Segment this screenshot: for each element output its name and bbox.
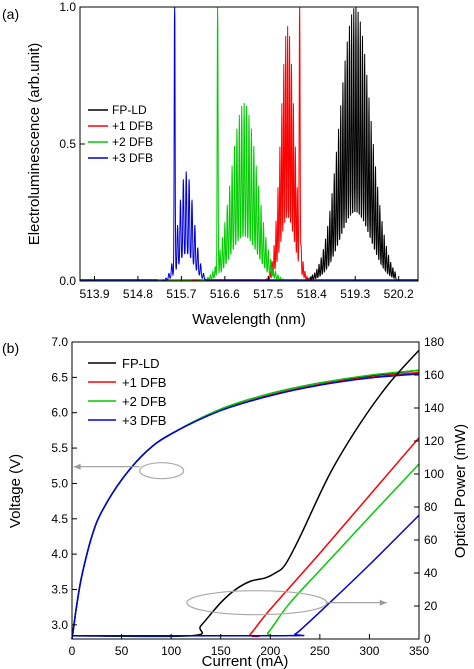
y-ticks: 0.0 0.5 1.0 <box>59 0 85 288</box>
x-tick-label: 250 <box>310 644 330 658</box>
x-tick-label: 518.4 <box>297 287 327 301</box>
annotation-ellipse <box>139 462 185 480</box>
y-tick-label: 3.5 <box>51 583 68 597</box>
x-ticks: 0 50 100 150 200 250 300 350 <box>69 634 429 658</box>
legend-entry: +2 DFB <box>112 135 153 149</box>
power-line <box>71 349 420 638</box>
panel-label: (a) <box>2 6 19 22</box>
x-tick-label: 519.3 <box>340 287 370 301</box>
y-axis-label: Electroluminescence (arb.unit) <box>26 43 43 246</box>
panel-b-liv-chart: (b) 0 50 100 150 200 250 300 350 3.03.54.04.55.… <box>2 335 469 669</box>
x-tick-label: 200 <box>260 644 280 658</box>
y-tick-label-right: 180 <box>424 335 444 349</box>
y-tick-label-right: 140 <box>424 401 444 415</box>
y-tick-label-right: 80 <box>424 500 438 514</box>
legend-entry: +1 DFB <box>122 375 166 390</box>
legend: FP-LD +1 DFB +2 DFB +3 DFB <box>88 103 153 165</box>
legend-entry: +3 DFB <box>112 151 153 165</box>
x-tick-label: 300 <box>359 644 379 658</box>
y-tick-label: 3.0 <box>51 618 68 632</box>
x-axis-label: Wavelength (nm) <box>192 311 306 328</box>
legend-entry: +2 DFB <box>122 394 166 409</box>
y-tick-label-right: 60 <box>424 533 438 547</box>
plot-frame <box>71 341 420 640</box>
legend-entry: FP-LD <box>122 356 160 371</box>
y-tick-label: 6.5 <box>51 370 68 384</box>
y-tick-label-right: 160 <box>424 368 444 382</box>
panel-label: (b) <box>2 340 19 356</box>
x-tick-label: 150 <box>211 644 231 658</box>
legend: FP-LD +1 DFB +2 DFB +3 DFB <box>88 356 166 428</box>
y-tick-label-right: 40 <box>424 566 438 580</box>
y-ticks-left: 3.0 3.5 4.0 4.5 5.0 5.5 6.0 6.5 7.0 <box>51 335 77 632</box>
y-tick-label-right: 20 <box>424 599 438 613</box>
arrow-head <box>73 463 81 470</box>
voltage-line <box>71 369 420 640</box>
y-tick-label-right: 120 <box>424 434 444 448</box>
y-tick-label: 7.0 <box>51 335 68 349</box>
y-tick-label: 4.0 <box>51 547 68 561</box>
series-lines <box>80 6 418 282</box>
y-tick-label-right: 0 <box>424 632 431 646</box>
voltage-line <box>71 369 420 640</box>
x-tick-label: 350 <box>409 644 429 658</box>
x-tick-label: 100 <box>161 644 181 658</box>
legend-entry: +1 DFB <box>112 119 153 133</box>
legend-entry: +3 DFB <box>122 413 166 428</box>
y-axis-label-left: Voltage (V) <box>7 454 24 528</box>
x-tick-label: 514.8 <box>123 287 153 301</box>
y-tick-label: 5.5 <box>51 441 68 455</box>
power-line <box>71 514 420 637</box>
y-tick-label: 0.0 <box>59 274 76 288</box>
power-line <box>71 463 420 637</box>
y-tick-label: 5.0 <box>51 476 68 490</box>
y-tick-label: 6.0 <box>51 406 68 420</box>
series-line <box>80 6 418 282</box>
y-axis-label-right: Optical Power (mW) <box>452 424 469 558</box>
power-line <box>71 437 420 638</box>
x-tick-label: 517.5 <box>253 287 283 301</box>
x-tick-label: 516.6 <box>210 287 240 301</box>
y-ticks-right: 0 20 40 60 80 100 120 140 160 180 <box>414 335 444 646</box>
x-tick-label: 50 <box>115 644 129 658</box>
x-tick-label: 0 <box>69 644 76 658</box>
x-ticks: 513.9 514.8 515.7 516.6 517.5 518.4 519.3 520.2 <box>79 276 414 301</box>
annotations <box>73 462 387 616</box>
x-tick-label: 520.2 <box>384 287 414 301</box>
panel-a-spectrum-chart: (a) 513.9 514.8 515.7 516.6 517.5 518.4 519.3 5… <box>2 0 419 328</box>
y-tick-label: 1.0 <box>59 0 76 14</box>
x-tick-label: 513.9 <box>79 287 109 301</box>
legend-entry: FP-LD <box>112 103 147 117</box>
x-axis-label: Current (mA) <box>202 653 289 669</box>
x-tick-label: 515.7 <box>166 287 196 301</box>
y-tick-label: 4.5 <box>51 512 68 526</box>
arrow-head <box>379 599 387 606</box>
y-tick-label-right: 100 <box>424 467 444 481</box>
annotation-ellipse <box>186 590 328 616</box>
y-tick-label: 0.5 <box>59 137 76 151</box>
voltage-line <box>71 373 420 640</box>
